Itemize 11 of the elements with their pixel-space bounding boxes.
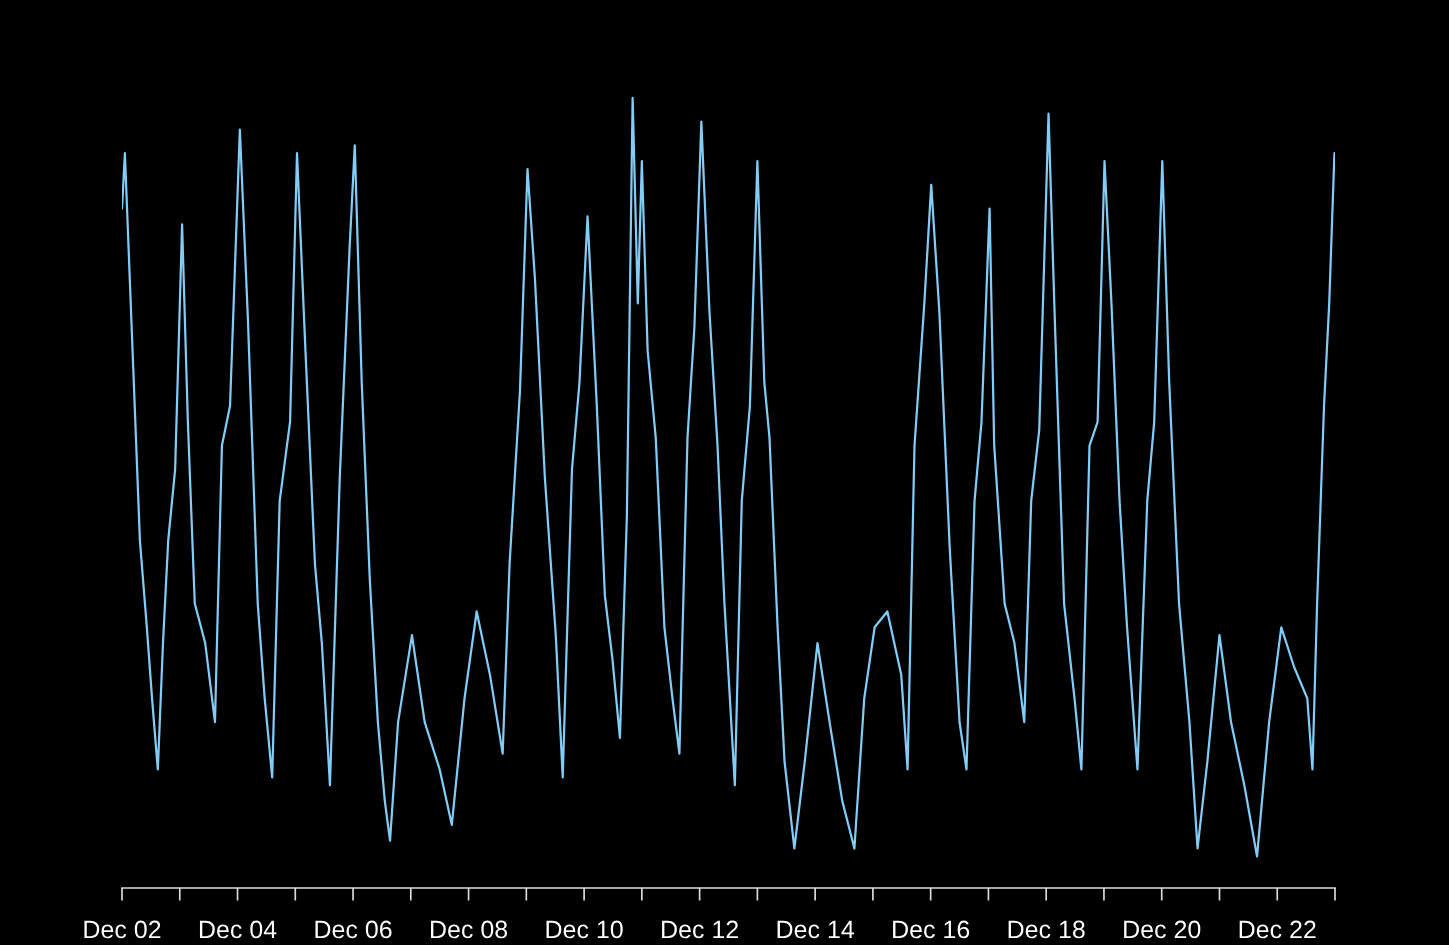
x-tick-label: Dec 10 [546, 920, 623, 939]
x-tick-label: Dec 16 [893, 920, 970, 939]
x-tick-label: Dec 06 [315, 920, 392, 939]
x-tick-label: Dec 02 [84, 920, 161, 939]
x-tick-label: Dec 08 [431, 920, 508, 939]
x-tick-label: Dec 14 [777, 920, 855, 939]
x-tick-label: Dec 20 [1124, 920, 1201, 939]
x-tick-label: Dec 22 [1239, 920, 1316, 939]
x-tick-label: Dec 04 [199, 920, 277, 939]
x-tick-label: Dec 18 [1008, 920, 1085, 939]
x-tick-label: Dec 12 [662, 920, 738, 939]
